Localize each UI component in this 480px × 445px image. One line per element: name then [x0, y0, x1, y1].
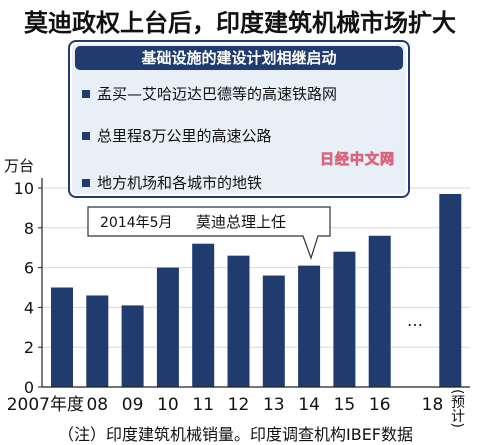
bars: [51, 193, 462, 387]
page-title: 莫迪政权上台后，印度建筑机械市场扩大: [24, 9, 456, 37]
infobox-item-text: 总里程8万公里的高速公路: [97, 127, 272, 145]
gap-marker: …: [407, 311, 423, 330]
callout-text: 莫迪总理上任: [196, 213, 286, 231]
x-tick-label: 14: [298, 395, 320, 415]
forecast-label: (预计): [449, 389, 465, 428]
callout-date: 2014年5月: [100, 215, 173, 231]
x-tick-label: 13: [263, 395, 285, 415]
bar-10: [156, 267, 179, 387]
bar-18: [439, 193, 462, 387]
y-axis-unit-label: 万台: [4, 157, 34, 175]
bar-08: [86, 295, 109, 387]
bar-16: [368, 235, 391, 387]
infobox-item-text: 地方机场和各城市的地铁: [97, 174, 263, 192]
bar-13: [262, 275, 285, 387]
infobox-item-text: 孟买—艾哈迈达巴德等的高速铁路网: [97, 85, 338, 103]
x-tick-label: 11: [192, 395, 214, 415]
x-tick-label: 08: [86, 395, 108, 415]
footnote: （注）印度建筑机械销量。印度调查机构IBEF数据: [58, 425, 414, 444]
square-bullet-icon: [82, 132, 90, 140]
y-tick-label: 10: [14, 179, 34, 198]
callout: 2014年5月 莫迪总理上任: [87, 206, 331, 260]
infobox-item: 地方机场和各城市的地铁: [82, 173, 262, 193]
y-axis-ticks: 0 2 4 6 8 10: [14, 179, 42, 397]
square-bullet-icon: [82, 90, 90, 98]
watermark-logo: 日经中文网: [320, 152, 395, 169]
bar-09: [121, 305, 144, 387]
bar-12: [227, 255, 250, 387]
y-tick-label: 6: [24, 259, 34, 278]
y-tick-label: 8: [24, 219, 34, 238]
square-bullet-icon: [82, 179, 90, 187]
infobox-item: 总里程8万公里的高速公路: [82, 126, 272, 146]
x-tick-label: 09: [122, 395, 144, 415]
callout-box: [87, 206, 331, 260]
x-tick-label: 2007年度: [7, 395, 84, 415]
x-tick-label: 12: [228, 395, 250, 415]
bar-14: [298, 265, 321, 387]
infobox-heading: 基础设施的建设计划相继启动: [75, 46, 403, 70]
y-tick-label: 4: [24, 298, 34, 317]
infobox-item: 孟买—艾哈迈达巴德等的高速铁路网: [82, 84, 337, 104]
infrastructure-plan-box: 基础设施的建设计划相继启动 孟买—艾哈迈达巴德等的高速铁路网 总里程8万公里的高…: [68, 40, 410, 198]
bar-2007: [51, 287, 73, 387]
y-tick-label: 2: [24, 338, 34, 357]
bar-15: [333, 251, 356, 387]
x-tick-label: 15: [334, 395, 356, 415]
bar-11: [192, 243, 215, 387]
x-tick-label: 16: [369, 395, 391, 415]
x-tick-label: 18: [422, 395, 444, 415]
y-tick-label: 0: [24, 378, 34, 397]
x-tick-label: 10: [157, 395, 179, 415]
x-axis-labels: 2007年度 08 09 10 11 12 13 14 15 16 18: [7, 395, 444, 415]
